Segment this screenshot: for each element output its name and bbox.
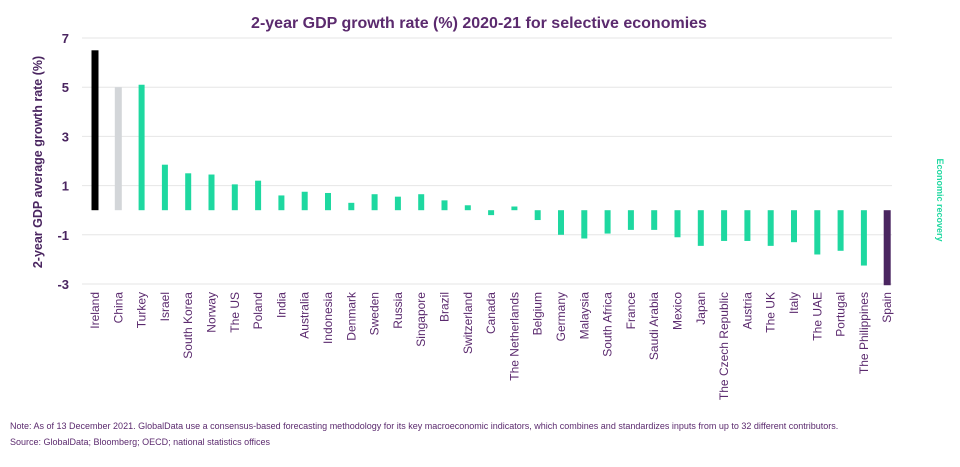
x-tick-label: The Czech Republic [717, 292, 731, 400]
x-tick-label: Indonesia [321, 292, 335, 344]
bar-saudi-arabia [651, 210, 658, 230]
y-tick-label: 1 [62, 179, 69, 194]
bar-switzerland [464, 205, 471, 211]
x-tick-label: Singapore [414, 292, 428, 347]
x-tick-label: The UAE [810, 292, 824, 341]
x-tick-label: Brazil [438, 292, 452, 322]
bar-sweden [371, 194, 378, 211]
y-tick-label: 3 [62, 129, 69, 144]
bar-denmark [348, 202, 355, 211]
y-tick-label: 5 [62, 80, 69, 95]
bar-germany [558, 210, 564, 235]
y-axis-label: 2-year GDP average growth rate (%) [31, 56, 45, 268]
grid-lines [82, 37, 892, 285]
x-tick-label: China [111, 292, 125, 324]
bar-south-korea [185, 173, 192, 211]
x-tick-label: Turkey [135, 292, 149, 328]
y-tick-label: -3 [57, 277, 69, 292]
bar-norway [208, 174, 215, 211]
right-axis-label: Economic recovery [935, 158, 945, 241]
bar-canada [488, 210, 495, 216]
bar-the-czech-republic [721, 210, 728, 241]
bar-russia [394, 196, 401, 211]
x-tick-label: Ireland [88, 292, 102, 329]
y-tick-label: -1 [57, 228, 69, 243]
bar-the-netherlands [511, 206, 518, 211]
x-tick-label: Germany [554, 292, 568, 341]
bar-poland [255, 180, 262, 211]
x-tick-label: France [624, 292, 638, 330]
bar-india [278, 195, 285, 211]
x-tick-label: The Philippines [857, 292, 871, 374]
bar-spain [883, 210, 891, 286]
x-tick-label: Poland [251, 292, 265, 329]
x-tick-label: Sweden [368, 292, 382, 335]
x-tick-label: Saudi Arabia [647, 292, 661, 360]
y-axis-ticks: 7 5 3 1 -1 -3 [57, 31, 69, 292]
x-tick-label: Belgium [531, 292, 545, 335]
x-tick-label: Switzerland [461, 292, 475, 354]
x-tick-label: Russia [391, 292, 405, 329]
bar-portugal [837, 210, 844, 251]
x-tick-label: Austria [740, 292, 754, 330]
footnote: Note: As of 13 December 2021. GlobalData… [10, 421, 839, 431]
bars [91, 50, 891, 286]
x-tick-label: Spain [880, 292, 894, 323]
bar-the-uae [814, 210, 821, 255]
x-tick-label: Australia [298, 292, 312, 339]
bar-australia [301, 191, 308, 211]
bar-mexico [674, 210, 681, 238]
x-tick-label: Malaysia [577, 292, 591, 340]
bar-japan [697, 210, 704, 246]
x-tick-label: Italy [787, 292, 801, 314]
x-tick-label: Japan [694, 292, 708, 325]
bar-austria [744, 210, 751, 241]
x-tick-label: The Netherlands [507, 292, 521, 381]
x-tick-label: The UK [764, 292, 778, 333]
x-tick-label: Canada [484, 292, 498, 334]
x-tick-label: Israel [158, 292, 172, 321]
bar-brazil [441, 200, 448, 211]
bar-the-uk [767, 210, 774, 246]
bar-singapore [418, 194, 425, 211]
x-tick-label: Portugal [834, 292, 848, 337]
x-tick-label: South Africa [601, 292, 615, 357]
x-tick-label: The US [228, 292, 242, 333]
bar-italy [791, 210, 797, 243]
chart-title: 2-year GDP growth rate (%) 2020-21 for s… [251, 15, 707, 32]
bar-france [627, 210, 634, 230]
x-tick-label: Norway [205, 292, 219, 333]
x-tick-label: India [274, 292, 288, 318]
bar-indonesia [325, 192, 331, 211]
bar-south-africa [604, 210, 611, 234]
bar-china [114, 87, 122, 211]
source-note: Source: GlobalData; Bloomberg; OECD; nat… [10, 437, 270, 447]
x-tick-label: Denmark [344, 291, 358, 341]
y-tick-label: 7 [62, 31, 69, 46]
x-tick-label: Mexico [671, 292, 685, 330]
bar-israel [161, 164, 168, 211]
bar-ireland [91, 50, 99, 211]
x-axis-ticks: Ireland China Turkey Israel South Korea Norwa… [88, 291, 894, 400]
bar-the-philippines [860, 210, 867, 266]
x-tick-label: South Korea [181, 292, 195, 359]
bar-turkey [138, 84, 145, 211]
bar-belgium [534, 210, 541, 221]
bar-malaysia [581, 210, 588, 239]
bar-the-us [231, 184, 238, 211]
